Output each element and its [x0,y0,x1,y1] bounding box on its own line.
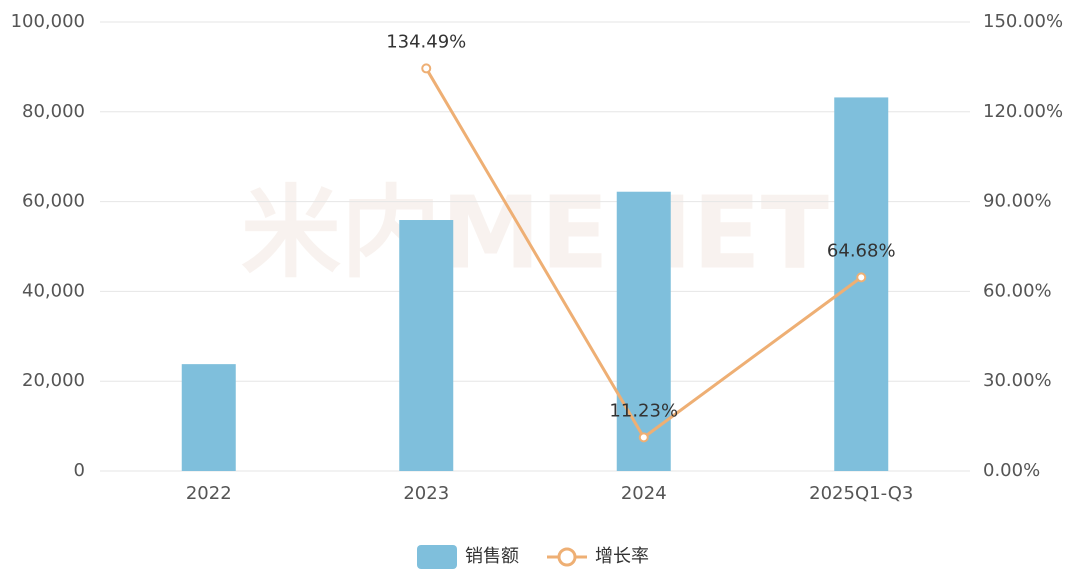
legend-label: 销售额 [465,546,519,567]
legend-label: 增长率 [595,546,649,567]
bar [616,191,671,472]
line-point [421,63,432,74]
y2-tick-label: 150.00% [983,11,1063,32]
legend-swatch [557,547,577,567]
y-tick-label: 100,000 [11,11,85,32]
y2-tick-label: 30.00% [983,370,1052,391]
legend-swatch [417,545,457,569]
y-tick-label: 0 [74,460,85,481]
y-tick-label: 20,000 [22,370,85,391]
x-tick-label: 2024 [621,483,667,504]
bar [181,364,236,471]
data-label: 64.68% [827,240,896,261]
x-tick-label: 2025Q1-Q3 [809,483,913,504]
line-point [856,272,867,283]
y2-tick-label: 120.00% [983,101,1063,122]
x-tick-label: 2023 [403,483,449,504]
y-tick-label: 60,000 [22,191,85,212]
bar [399,220,454,471]
y2-tick-label: 60.00% [983,280,1052,301]
bar [834,97,889,471]
data-label: 134.49% [386,31,466,52]
watermark: 米内MENET [241,174,829,291]
y-tick-label: 80,000 [22,101,85,122]
line-point [638,432,649,443]
y2-tick-label: 0.00% [983,460,1040,481]
y2-tick-label: 90.00% [983,191,1052,212]
data-label: 11.23% [609,400,678,421]
x-tick-label: 2022 [186,483,232,504]
y-tick-label: 40,000 [22,280,85,301]
